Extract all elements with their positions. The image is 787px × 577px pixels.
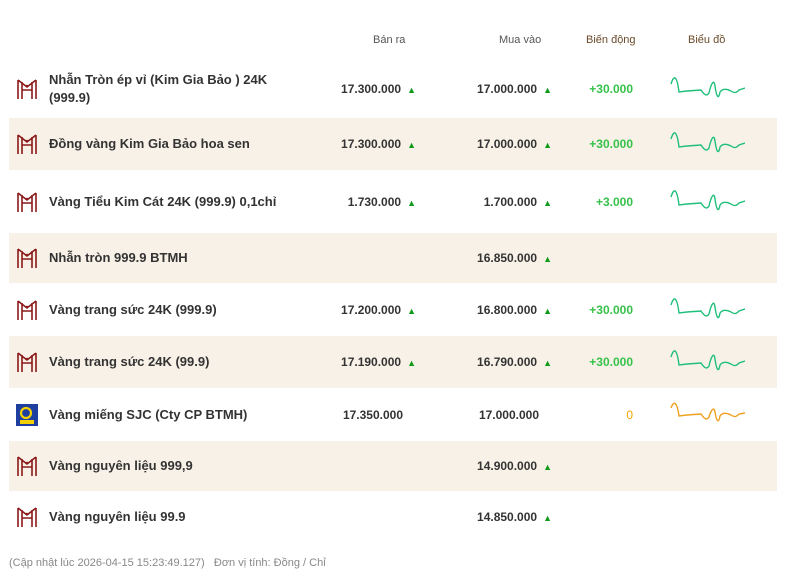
up-arrow-icon: ▲: [407, 84, 416, 95]
footer: (Cập nhật lúc 2026-04-15 15:23:49.127) Đ…: [9, 557, 326, 569]
sell-price: 17.300.000 ▲: [341, 137, 416, 151]
sparkline-chart[interactable]: [669, 347, 745, 377]
sparkline-path: [670, 76, 745, 97]
header-change: Biến động: [586, 34, 636, 46]
sell-price: 17.300.000 ▲: [341, 81, 416, 96]
sell-price: 17.200.000 ▲: [341, 302, 416, 317]
buy-price: 16.800.000 ▲: [477, 302, 552, 317]
up-arrow-icon: ▲: [543, 305, 552, 316]
sparkline-chart[interactable]: [669, 187, 745, 217]
price-change: +30.000: [589, 81, 633, 96]
sell-price: 1.730.000 ▲: [347, 194, 416, 209]
buy-price: 16.850.000 ▲: [477, 251, 552, 265]
btmh-logo-icon: [16, 455, 38, 477]
buy-price: 1.700.000 ▲: [483, 194, 552, 209]
product-name: Vàng trang sức 24K (99.9): [49, 354, 210, 369]
price-change: +30.000: [589, 137, 633, 151]
up-arrow-icon: ▲: [543, 462, 552, 472]
product-name: Vàng nguyên liệu 99.9: [49, 508, 186, 524]
up-arrow-icon: ▲: [543, 358, 552, 368]
up-arrow-icon: ▲: [407, 305, 416, 316]
product-name: Nhẫn tròn 999.9 BTMH: [49, 250, 188, 265]
sparkline-chart[interactable]: [669, 74, 745, 104]
price-change: +3.000: [595, 194, 633, 209]
btmh-logo-icon: [16, 299, 38, 321]
buy-price: 17.000.000 ▲: [477, 81, 552, 96]
product-name: Nhẫn Tròn ép vỉ (Kim Gia Bảo ) 24K (999.…: [49, 71, 268, 105]
up-arrow-icon: ▲: [543, 512, 552, 523]
sparkline-chart[interactable]: [669, 295, 745, 325]
header-chart: Biểu đồ: [688, 34, 726, 46]
price-change: 0: [626, 407, 633, 422]
up-arrow-icon: ▲: [543, 254, 552, 264]
up-arrow-icon: ▲: [407, 140, 416, 150]
sell-price: 17.190.000 ▲: [341, 355, 416, 369]
btmh-logo-icon: [16, 78, 38, 100]
table-row[interactable]: Vàng miếng SJC (Cty CP BTMH) 17.350.000 17…: [9, 389, 777, 440]
table-row[interactable]: Vàng Tiểu Kim Cát 24K (999.9) 0,1chỉ 1.73…: [9, 171, 777, 232]
buy-price: 14.900.000 ▲: [477, 459, 552, 473]
unit-label: Đơn vị tính: Đồng / Chỉ: [213, 557, 326, 569]
buy-price: 17.000.000: [478, 407, 539, 422]
up-arrow-icon: ▲: [407, 358, 416, 368]
product-name: Vàng nguyên liệu 999,9: [49, 458, 193, 473]
product-name: Đồng vàng Kim Gia Bảo hoa sen: [49, 136, 250, 151]
table-row[interactable]: Nhẫn Tròn ép vỉ (Kim Gia Bảo ) 24K (999.…: [9, 60, 777, 117]
btmh-logo-icon: [16, 191, 38, 213]
table-row[interactable]: Nhẫn tròn 999.9 BTMH 16.850.000 ▲: [9, 233, 777, 283]
sjc-logo-icon: [16, 403, 38, 426]
price-change: +30.000: [589, 355, 633, 369]
up-arrow-icon: ▲: [407, 197, 416, 208]
sparkline-path: [670, 297, 745, 318]
sparkline-path: [670, 132, 745, 153]
table-row[interactable]: Đồng vàng Kim Gia Bảo hoa sen 17.300.000 ▲…: [9, 118, 777, 170]
buy-price: 14.850.000 ▲: [477, 509, 552, 524]
sparkline-chart[interactable]: [669, 400, 745, 430]
up-arrow-icon: ▲: [543, 140, 552, 150]
sparkline-chart[interactable]: [669, 129, 745, 159]
btmh-logo-icon: [16, 351, 38, 373]
buy-price: 17.000.000 ▲: [477, 137, 552, 151]
product-name: Vàng Tiểu Kim Cát 24K (999.9) 0,1chỉ: [49, 193, 277, 209]
table-row[interactable]: Vàng nguyên liệu 999,9 14.900.000 ▲: [9, 441, 777, 491]
up-arrow-icon: ▲: [543, 197, 552, 208]
up-arrow-icon: ▲: [543, 84, 552, 95]
sell-price: 17.350.000: [342, 407, 403, 422]
table-row[interactable]: Vàng trang sức 24K (99.9) 17.190.000 ▲ 16.7…: [9, 336, 777, 388]
buy-price: 16.790.000 ▲: [477, 355, 552, 369]
sparkline-path: [670, 402, 745, 421]
btmh-logo-icon: [16, 133, 38, 155]
updated-time: (Cập nhật lúc 2026-04-15 15:23:49.127): [9, 557, 205, 569]
header-sell: Bán ra: [373, 34, 406, 46]
header-buy: Mua vào: [499, 34, 542, 46]
btmh-logo-icon: [16, 506, 38, 528]
table-row[interactable]: Vàng trang sức 24K (999.9) 17.200.000 ▲ 16.…: [9, 284, 777, 335]
price-change: +30.000: [589, 302, 633, 317]
product-name: Vàng miếng SJC (Cty CP BTMH): [49, 406, 248, 422]
table-row[interactable]: Vàng nguyên liệu 99.9 14.850.000 ▲: [9, 492, 777, 541]
btmh-logo-icon: [16, 247, 38, 269]
sparkline-path: [670, 350, 745, 371]
sparkline-path: [670, 189, 745, 210]
product-name: Vàng trang sức 24K (999.9): [49, 301, 217, 317]
